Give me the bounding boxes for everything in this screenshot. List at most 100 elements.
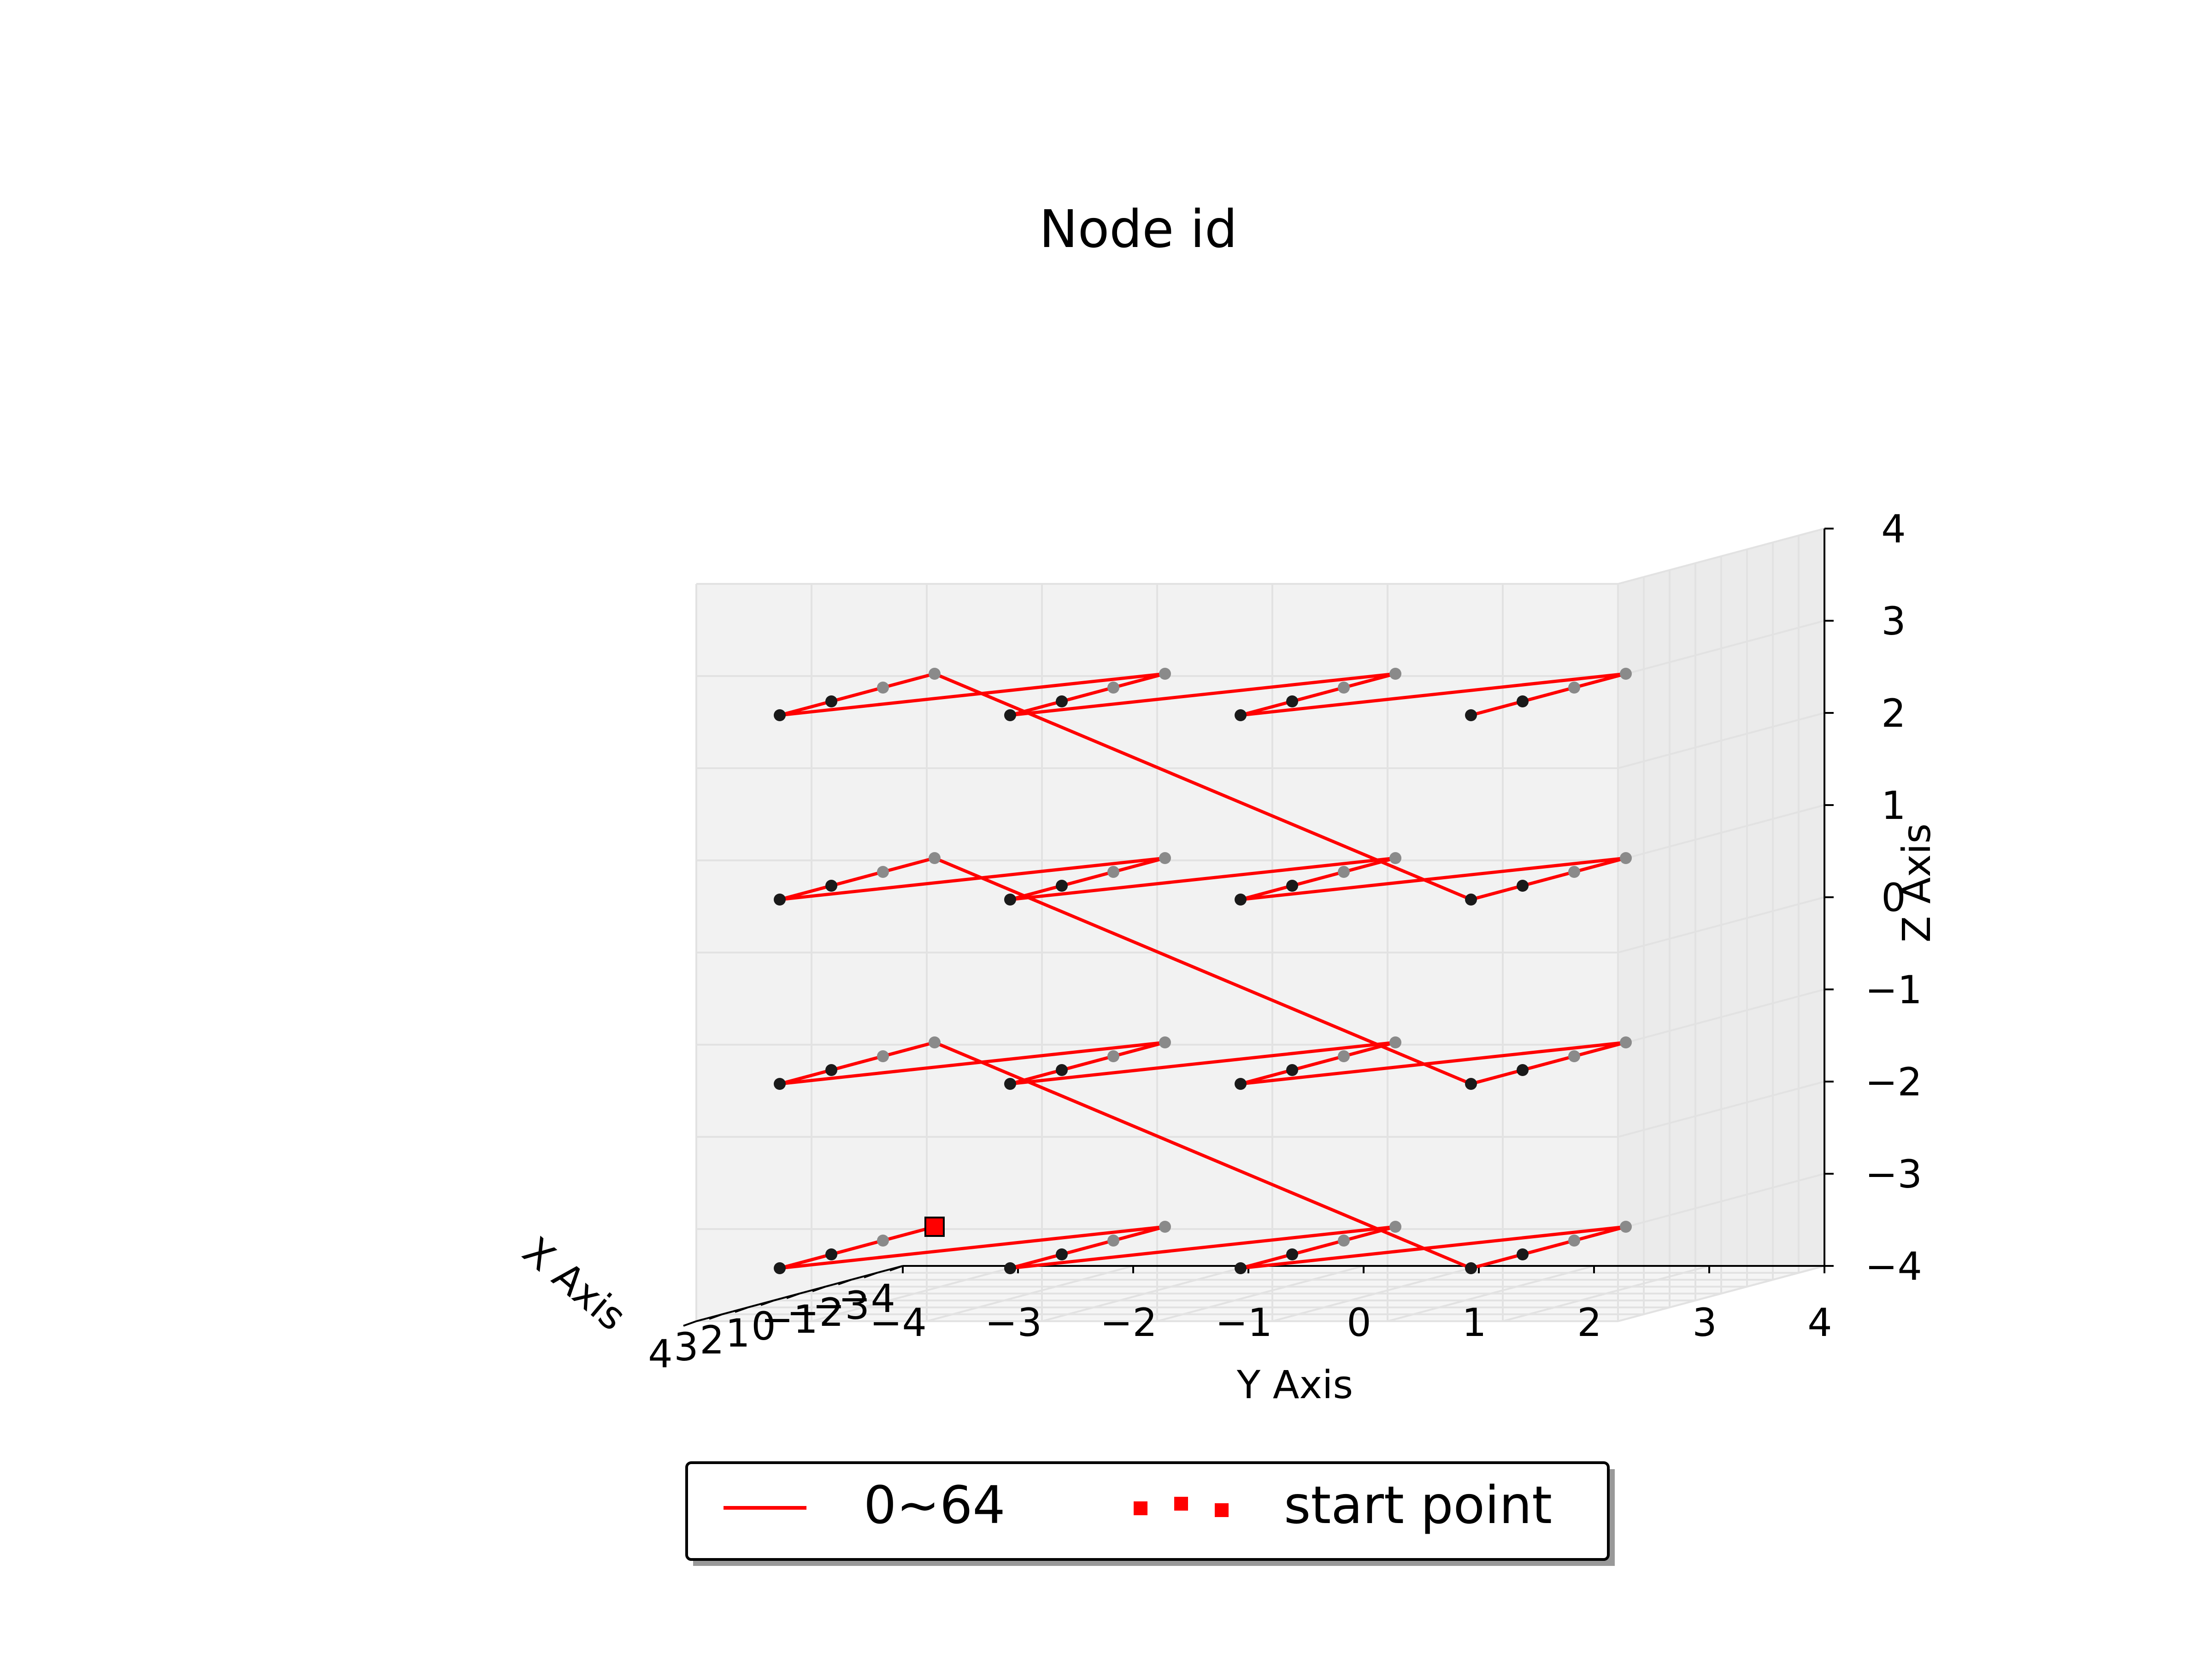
- tick-mark: [735, 1306, 748, 1313]
- data-point: [929, 668, 941, 680]
- data-point: [1389, 1036, 1401, 1048]
- data-point: [1620, 1036, 1632, 1048]
- data-point: [1004, 1262, 1016, 1274]
- gridline: [1618, 804, 1825, 861]
- data-point: [1465, 1262, 1477, 1274]
- data-point: [825, 880, 837, 892]
- data-series: [774, 668, 1632, 1274]
- data-point: [1517, 880, 1529, 892]
- start-point-marker: [924, 1217, 945, 1237]
- data-point: [1517, 1064, 1529, 1076]
- tick-mark: [812, 1286, 826, 1292]
- legend-marker-swatch: [1174, 1497, 1188, 1511]
- data-point: [1517, 695, 1529, 707]
- data-point: [1107, 1235, 1119, 1247]
- data-point: [877, 682, 889, 694]
- data-point: [1389, 1221, 1401, 1233]
- data-point: [877, 1235, 889, 1247]
- tick-mark: [683, 1320, 697, 1327]
- data-point: [1107, 1050, 1119, 1062]
- data-point: [1159, 1221, 1171, 1233]
- z-tick-label: 2: [1881, 691, 1906, 736]
- data-point: [1286, 880, 1298, 892]
- gridline: [1618, 896, 1825, 953]
- data-point: [1465, 709, 1477, 721]
- data-point: [1235, 709, 1247, 721]
- x-tick-label: −2: [787, 1290, 844, 1335]
- tick-mark: [786, 1293, 800, 1299]
- gridline: [1618, 620, 1825, 677]
- data-point: [1517, 1248, 1529, 1260]
- y-tick-label: 4: [1807, 1300, 1832, 1345]
- tick-mark: [864, 1272, 877, 1278]
- data-point: [825, 695, 837, 707]
- data-point: [1338, 1235, 1350, 1247]
- tick-mark: [760, 1300, 774, 1306]
- tick-mark: [709, 1313, 723, 1320]
- gridline: [1618, 712, 1825, 769]
- y-tick-label: −2: [1100, 1300, 1157, 1345]
- legend: 0~64 start point: [685, 1461, 1615, 1566]
- data-point: [1338, 682, 1350, 694]
- data-point: [1568, 1050, 1580, 1062]
- legend-label-start: start point: [1284, 1476, 1552, 1535]
- data-point: [1159, 668, 1171, 680]
- z-tick-label: 4: [1881, 506, 1906, 552]
- series-line: [778, 672, 1628, 1270]
- x-tick-label: 2: [700, 1318, 724, 1363]
- y-tick-label: 0: [1347, 1300, 1371, 1345]
- data-point: [929, 1036, 941, 1048]
- data-point: [1338, 866, 1350, 878]
- data-point: [1056, 880, 1068, 892]
- x-tick-label: −4: [838, 1276, 895, 1321]
- data-point: [1568, 866, 1580, 878]
- x-tick-label: −1: [761, 1297, 818, 1342]
- tick-mark: [838, 1279, 852, 1285]
- data-point: [774, 1262, 786, 1274]
- z-tick-label: 3: [1881, 599, 1906, 644]
- data-point: [1286, 695, 1298, 707]
- data-point: [1235, 894, 1247, 906]
- data-point: [929, 852, 941, 864]
- data-point: [1465, 1078, 1477, 1090]
- z-tick-label: −4: [1865, 1244, 1922, 1289]
- data-point: [1465, 894, 1477, 906]
- data-point: [1056, 1248, 1068, 1260]
- z-tick-label: 0: [1881, 875, 1906, 920]
- data-point: [1286, 1064, 1298, 1076]
- data-point: [1107, 682, 1119, 694]
- data-point: [774, 709, 786, 721]
- gridline: [1272, 1265, 1479, 1322]
- legend-marker-swatch: [1134, 1501, 1147, 1515]
- axis-panes: [696, 529, 1824, 1321]
- legend-label-series: 0~64: [864, 1476, 1006, 1535]
- y-axis-label: Y Axis: [1236, 1362, 1353, 1407]
- y-tick-label: 1: [1462, 1300, 1486, 1345]
- z-axis-label: Z Axis: [1894, 824, 1939, 943]
- x-tick-label: 3: [674, 1324, 698, 1370]
- data-point: [877, 866, 889, 878]
- data-point: [774, 894, 786, 906]
- x-tick-label: 0: [751, 1304, 776, 1349]
- data-point: [1235, 1078, 1247, 1090]
- data-point: [1389, 668, 1401, 680]
- data-point: [1004, 1078, 1016, 1090]
- data-point: [1620, 852, 1632, 864]
- data-point: [1056, 695, 1068, 707]
- x-tick-label: 1: [725, 1311, 750, 1356]
- legend-marker-swatch: [1215, 1503, 1229, 1517]
- y-tick-label: −3: [985, 1300, 1042, 1345]
- gridline: [1387, 1265, 1594, 1322]
- data-point: [1004, 894, 1016, 906]
- data-point: [1620, 1221, 1632, 1233]
- data-point: [1338, 1050, 1350, 1062]
- data-point: [825, 1064, 837, 1076]
- data-point: [877, 1050, 889, 1062]
- data-point: [1159, 1036, 1171, 1048]
- data-point: [1620, 668, 1632, 680]
- x-axis-label: X Axis: [514, 1228, 635, 1339]
- gridline: [1618, 1265, 1825, 1322]
- data-point: [1389, 852, 1401, 864]
- data-point: [1568, 1235, 1580, 1247]
